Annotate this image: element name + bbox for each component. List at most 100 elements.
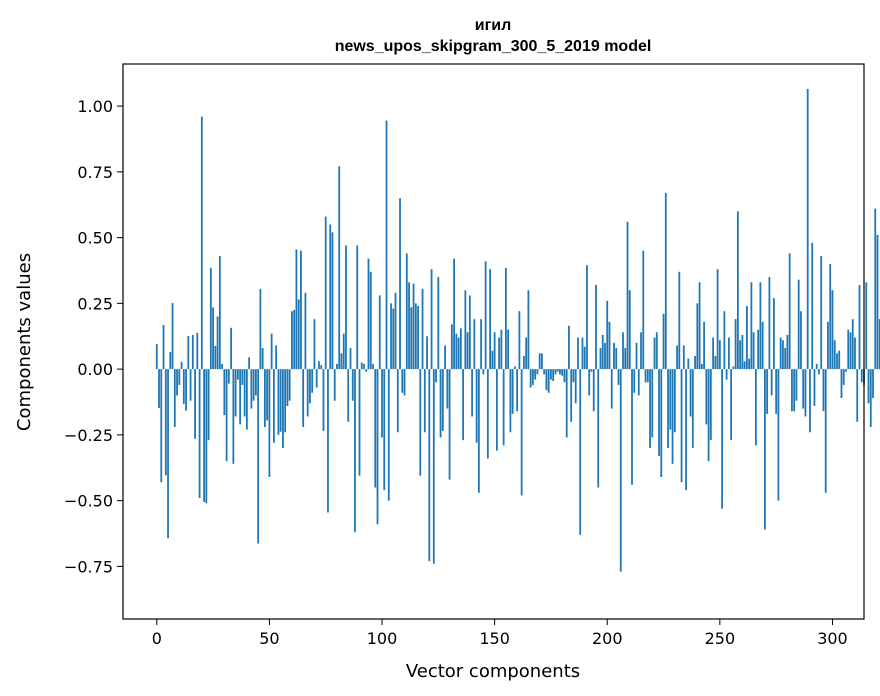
bar-75	[324, 216, 327, 370]
bar-57	[284, 369, 287, 433]
bar-235	[685, 369, 687, 491]
bar-72	[318, 361, 320, 370]
bar-64	[300, 250, 302, 370]
bar-158	[511, 369, 514, 414]
chart-subtitle: news_upos_skipgram_300_5_2019 model	[335, 38, 652, 55]
bar-143	[477, 369, 480, 493]
bar-271	[766, 369, 769, 414]
bar-73	[320, 365, 323, 370]
bar-264	[750, 282, 753, 370]
bar-230	[673, 369, 676, 433]
bar-21	[203, 369, 205, 502]
bar-263	[748, 358, 751, 370]
bar-10	[178, 369, 181, 385]
bar-147	[486, 369, 489, 459]
bar-88	[354, 369, 356, 533]
bar-213	[635, 342, 638, 370]
bar-161	[518, 311, 521, 370]
bar-51	[270, 333, 273, 370]
bar-48	[263, 369, 266, 427]
bar-150	[493, 332, 496, 370]
bar-306	[845, 369, 847, 372]
bar-8	[173, 369, 176, 427]
bar-65	[302, 369, 305, 427]
bar-180	[561, 369, 564, 376]
bar-82	[340, 353, 343, 370]
y-tick-label: 0.50	[77, 229, 113, 248]
bar-170	[538, 353, 541, 370]
x-tick-label: 200	[592, 629, 623, 648]
bar-233	[680, 369, 683, 483]
bar-125	[437, 277, 440, 370]
bar-251	[721, 369, 724, 509]
bar-320	[876, 234, 879, 370]
bar-22	[205, 369, 208, 504]
bar-272	[768, 277, 771, 370]
bar-154	[502, 369, 505, 446]
bar-114	[412, 283, 415, 370]
bar-206	[619, 369, 622, 572]
bar-200	[606, 300, 609, 370]
bar-32	[227, 369, 230, 384]
bar-294	[818, 369, 820, 375]
bar-38	[241, 369, 244, 385]
bar-116	[417, 305, 419, 370]
bar-135	[459, 328, 462, 370]
bar-273	[770, 369, 773, 396]
bar-157	[509, 369, 512, 433]
y-tick-label: 1.00	[77, 97, 113, 116]
bar-139	[468, 295, 471, 370]
bar-25	[212, 307, 214, 370]
bar-197	[599, 348, 602, 370]
bar-237	[689, 369, 692, 417]
y-tick-label: 0.25	[77, 294, 113, 313]
bar-277	[779, 337, 782, 370]
bar-58	[286, 369, 289, 406]
bar-284	[795, 369, 798, 401]
bar-281	[788, 253, 791, 370]
bar-186	[574, 369, 577, 404]
bar-159	[514, 366, 516, 370]
bar-296	[822, 369, 825, 412]
bar-280	[786, 334, 789, 370]
bar-303	[838, 350, 841, 370]
bar-96	[372, 363, 374, 370]
bar-52	[273, 369, 275, 443]
bar-171	[541, 353, 543, 370]
bar-218	[646, 369, 649, 383]
bar-19	[198, 369, 201, 499]
bar-148	[489, 269, 492, 370]
bar-177	[554, 369, 557, 375]
bar-257	[734, 319, 737, 370]
bar-250	[718, 340, 721, 370]
bar-36	[236, 369, 239, 380]
bar-266	[754, 369, 757, 446]
bar-26	[214, 345, 217, 370]
bar-318	[872, 369, 874, 399]
bar-290	[809, 369, 811, 433]
bar-190	[583, 346, 586, 370]
bar-252	[723, 311, 726, 370]
bar-289	[806, 88, 809, 370]
bar-212	[633, 369, 636, 393]
bar-222	[655, 332, 658, 370]
bar-41	[248, 357, 251, 370]
bar-70	[313, 319, 316, 370]
bar-193	[590, 369, 593, 372]
bar-28	[218, 256, 221, 370]
x-tick-label: 100	[367, 629, 398, 648]
x-tick-label: 0	[152, 629, 162, 648]
bar-9	[176, 369, 178, 396]
bars-group	[155, 88, 880, 572]
y-tick-label: 0.75	[77, 163, 113, 182]
bar-134	[457, 337, 460, 370]
bar-262	[745, 305, 748, 370]
bar-253	[725, 369, 728, 380]
bar-238	[691, 369, 694, 449]
bar-169	[536, 369, 539, 375]
bar-98	[376, 369, 379, 525]
bar-118	[421, 288, 424, 370]
bar-195	[595, 284, 597, 370]
bar-128	[444, 345, 446, 370]
bar-164	[525, 337, 528, 370]
